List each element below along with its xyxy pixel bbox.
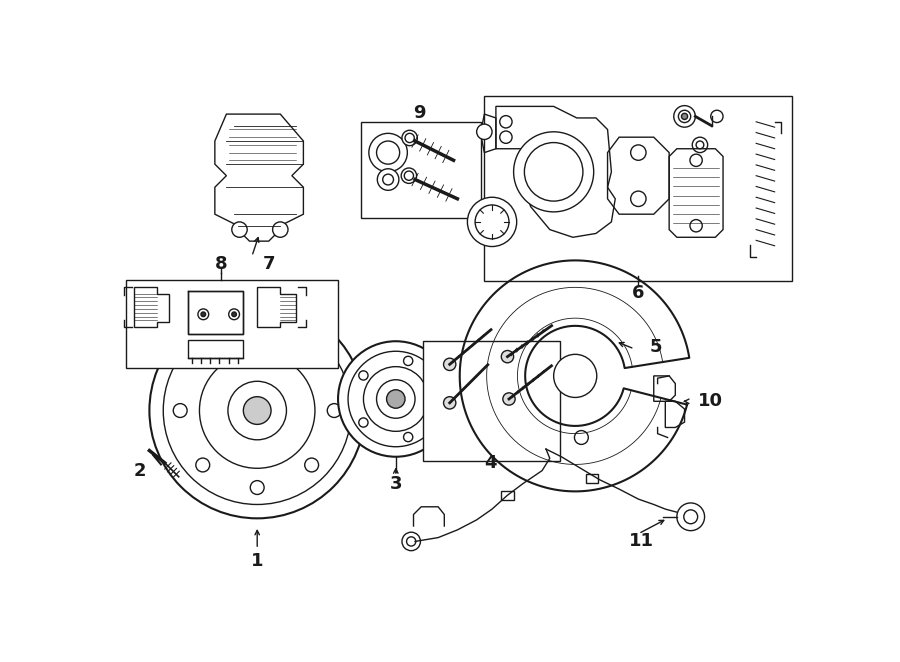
Circle shape [500,131,512,144]
Circle shape [690,154,702,166]
Circle shape [359,371,368,380]
Circle shape [679,111,690,122]
Text: 6: 6 [632,285,644,303]
Circle shape [692,137,707,152]
Circle shape [229,309,239,320]
Bar [361,122,481,218]
Text: 9: 9 [412,103,425,122]
Circle shape [503,393,515,405]
Circle shape [273,222,288,237]
Bar [501,491,514,500]
Circle shape [405,133,414,142]
Circle shape [305,458,319,472]
Circle shape [444,397,456,409]
Circle shape [387,390,405,408]
Circle shape [574,430,589,444]
Circle shape [196,458,210,472]
Circle shape [232,312,237,316]
Circle shape [674,106,696,127]
Circle shape [338,341,454,457]
Circle shape [402,130,418,146]
Circle shape [403,432,413,442]
Circle shape [163,316,351,504]
Text: 5: 5 [650,338,662,356]
Circle shape [684,510,698,524]
Circle shape [554,354,597,397]
Circle shape [681,113,688,119]
Text: 10: 10 [698,393,724,410]
Circle shape [250,481,264,495]
Circle shape [403,356,413,365]
Text: 4: 4 [484,454,497,472]
Circle shape [677,503,705,531]
Circle shape [407,537,416,546]
Circle shape [404,171,413,180]
Circle shape [196,349,210,363]
Circle shape [305,349,319,363]
Text: 2: 2 [133,461,146,479]
Circle shape [228,381,286,440]
Circle shape [364,367,428,432]
Circle shape [377,169,399,190]
Bar [126,279,338,368]
Circle shape [475,205,509,239]
Circle shape [200,353,315,468]
Circle shape [369,133,408,172]
Circle shape [250,326,264,340]
Circle shape [631,191,646,207]
Text: 8: 8 [215,256,228,273]
Circle shape [690,220,702,232]
Circle shape [232,222,248,237]
Circle shape [444,358,456,371]
Text: 3: 3 [390,475,402,493]
Circle shape [477,124,492,140]
Circle shape [149,303,365,518]
Circle shape [500,116,512,128]
Circle shape [402,532,420,551]
Circle shape [501,350,514,363]
Text: 11: 11 [629,532,654,550]
Circle shape [348,352,444,447]
Circle shape [376,141,400,164]
Circle shape [525,142,583,201]
Circle shape [382,174,393,185]
Circle shape [711,111,723,122]
Circle shape [401,168,417,183]
Bar [423,341,560,461]
Circle shape [467,197,517,246]
Circle shape [201,312,205,316]
Circle shape [243,397,271,424]
Circle shape [376,380,415,418]
Circle shape [631,145,646,160]
Text: 1: 1 [251,551,264,570]
Circle shape [328,404,341,418]
Circle shape [696,141,704,149]
Circle shape [359,418,368,427]
Circle shape [198,309,209,320]
Circle shape [514,132,594,212]
Text: 7: 7 [263,256,275,273]
Bar [484,97,792,281]
Bar [586,474,598,483]
Bar [188,291,243,334]
Circle shape [174,404,187,418]
Circle shape [431,395,440,404]
